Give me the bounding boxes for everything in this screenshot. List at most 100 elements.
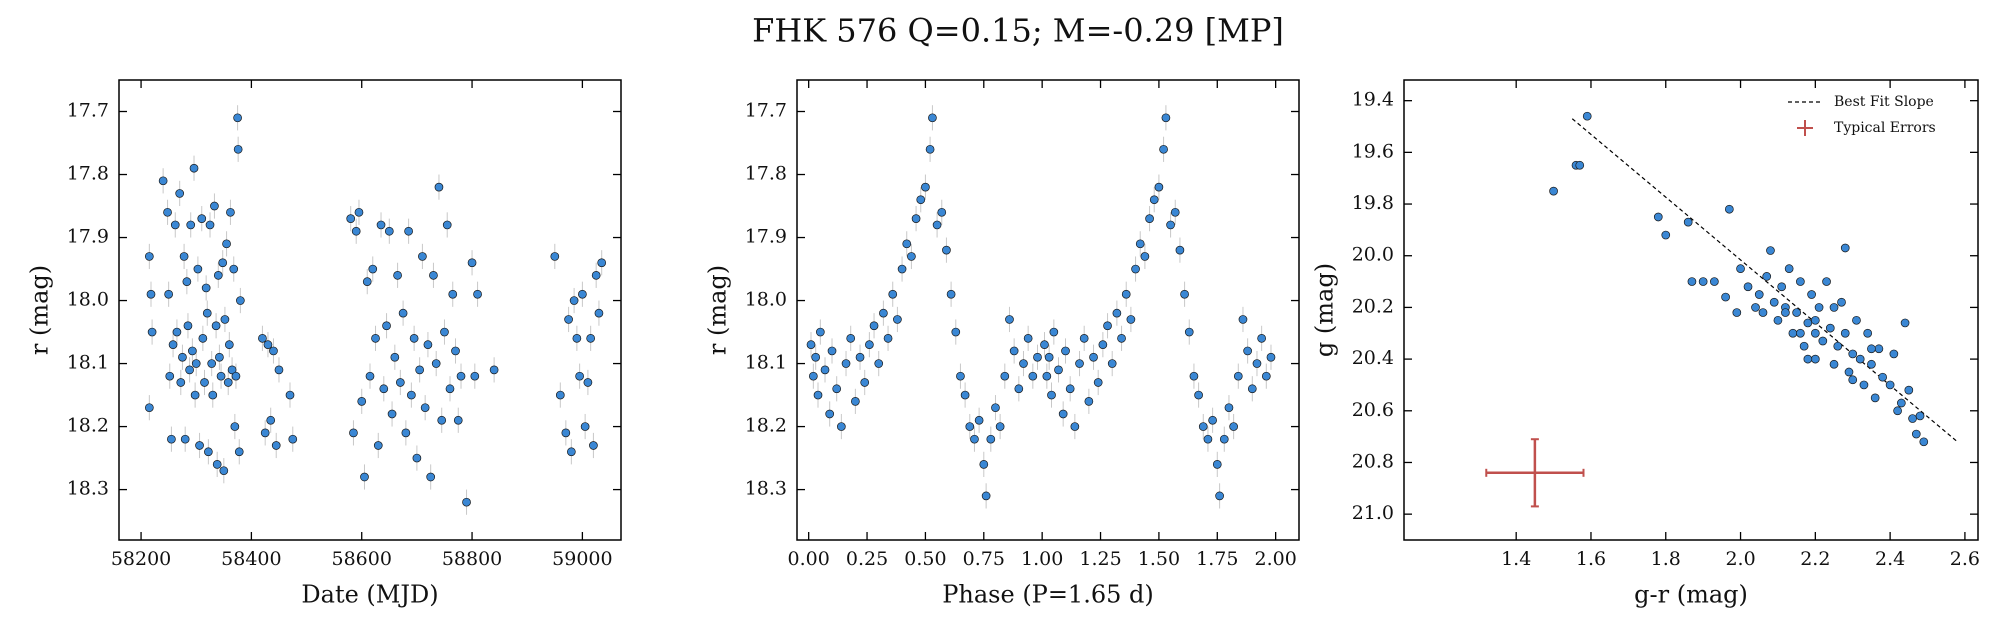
data-point	[271, 441, 281, 450]
y-axis-label: r (mag)	[26, 265, 54, 355]
data-point	[188, 346, 197, 356]
data-point	[1698, 277, 1708, 286]
data-point	[1766, 246, 1775, 255]
data-point	[200, 378, 209, 387]
data-point	[1247, 384, 1257, 394]
data-point	[808, 371, 818, 381]
data-point	[1867, 359, 1876, 369]
data-point	[456, 371, 466, 381]
data-point	[841, 359, 851, 368]
data-point	[183, 321, 193, 331]
data-point	[423, 340, 433, 350]
data-point	[258, 334, 267, 343]
data-point	[942, 245, 951, 255]
data-point	[167, 434, 176, 444]
data-point	[1549, 186, 1558, 196]
y-tick-label: 18.2	[67, 415, 109, 437]
data-point	[1044, 352, 1054, 362]
x-axis-label: g-r (mag)	[1634, 581, 1748, 609]
data-point	[401, 428, 411, 438]
data-point	[1145, 214, 1154, 223]
data-point	[1911, 429, 1921, 439]
data-point	[175, 189, 185, 198]
y-tick-label: 18.3	[67, 478, 109, 500]
data-point	[351, 226, 361, 236]
axes-frame	[1403, 79, 1979, 541]
data-point	[1878, 372, 1887, 382]
data-point	[815, 327, 825, 337]
data-point	[591, 270, 601, 280]
data-point	[371, 334, 380, 343]
data-point	[473, 289, 482, 299]
data-point	[163, 207, 172, 217]
data-point	[1653, 212, 1663, 222]
x-tick-label: 2.0	[1725, 548, 1755, 570]
data-point	[144, 252, 154, 261]
x-tick-label: 1.50	[1138, 548, 1180, 570]
data-point	[431, 359, 441, 368]
x-tick-label: 2.6	[1950, 548, 1980, 570]
data-point	[564, 315, 573, 324]
data-point	[594, 308, 604, 318]
data-point	[911, 214, 921, 223]
data-point	[231, 371, 241, 381]
data-point	[1170, 207, 1180, 217]
data-point	[1257, 334, 1266, 343]
y-tick-label: 17.8	[67, 163, 109, 185]
data-point	[379, 384, 389, 394]
data-point	[806, 340, 816, 350]
data-point	[1736, 264, 1745, 274]
data-point	[442, 220, 452, 230]
data-point	[266, 415, 276, 425]
y-tick-label: 19.6	[1352, 140, 1394, 162]
data-point	[147, 327, 157, 337]
data-point	[991, 403, 1000, 413]
data-point	[1117, 334, 1126, 343]
data-point	[1040, 340, 1049, 350]
data-point	[1904, 385, 1914, 395]
panel: 1.4 1.6 1.8 2.0 2.2 2.4 2.6 19.4 19.6 19.8 20.0 20.…	[1311, 79, 1980, 609]
data-point	[1814, 303, 1824, 312]
data-point	[429, 270, 438, 280]
data-point	[1212, 460, 1222, 469]
data-point	[395, 378, 405, 387]
x-tick-label: 58800	[442, 548, 502, 570]
x-tick-label: 1.4	[1501, 548, 1531, 570]
data-point	[274, 365, 284, 375]
data-point	[1054, 365, 1063, 375]
x-tick-label: 0.00	[788, 548, 830, 570]
data-point	[1721, 292, 1730, 302]
data-point	[434, 182, 444, 192]
y-tick-label: 18.3	[745, 478, 787, 500]
data-point	[1844, 367, 1854, 377]
data-point	[227, 365, 237, 375]
data-point	[1781, 308, 1790, 317]
data-point	[1070, 422, 1080, 431]
data-point	[1754, 290, 1764, 299]
y-tick-label: 18.1	[67, 352, 109, 374]
data-point	[210, 201, 219, 211]
data-point	[921, 182, 930, 192]
data-point	[1833, 341, 1843, 351]
data-point	[207, 359, 217, 368]
data-point	[144, 403, 154, 413]
data-point	[1840, 243, 1850, 253]
data-point	[888, 289, 898, 299]
data-point	[190, 390, 200, 400]
data-point	[172, 327, 182, 337]
x-tick-label: 1.00	[1021, 548, 1063, 570]
data-point	[811, 352, 821, 362]
data-point	[1189, 371, 1199, 381]
data-point	[995, 422, 1005, 431]
legend-label: Best Fit Slope	[1834, 94, 1934, 110]
data-point	[979, 460, 989, 469]
data-point	[589, 441, 598, 450]
data-point	[202, 308, 212, 318]
axes-frame	[796, 79, 1300, 541]
data-point	[569, 296, 579, 305]
data-point	[1818, 336, 1828, 346]
x-tick-label: 2.00	[1254, 548, 1296, 570]
data-point	[1893, 406, 1902, 416]
data-point	[197, 214, 207, 223]
